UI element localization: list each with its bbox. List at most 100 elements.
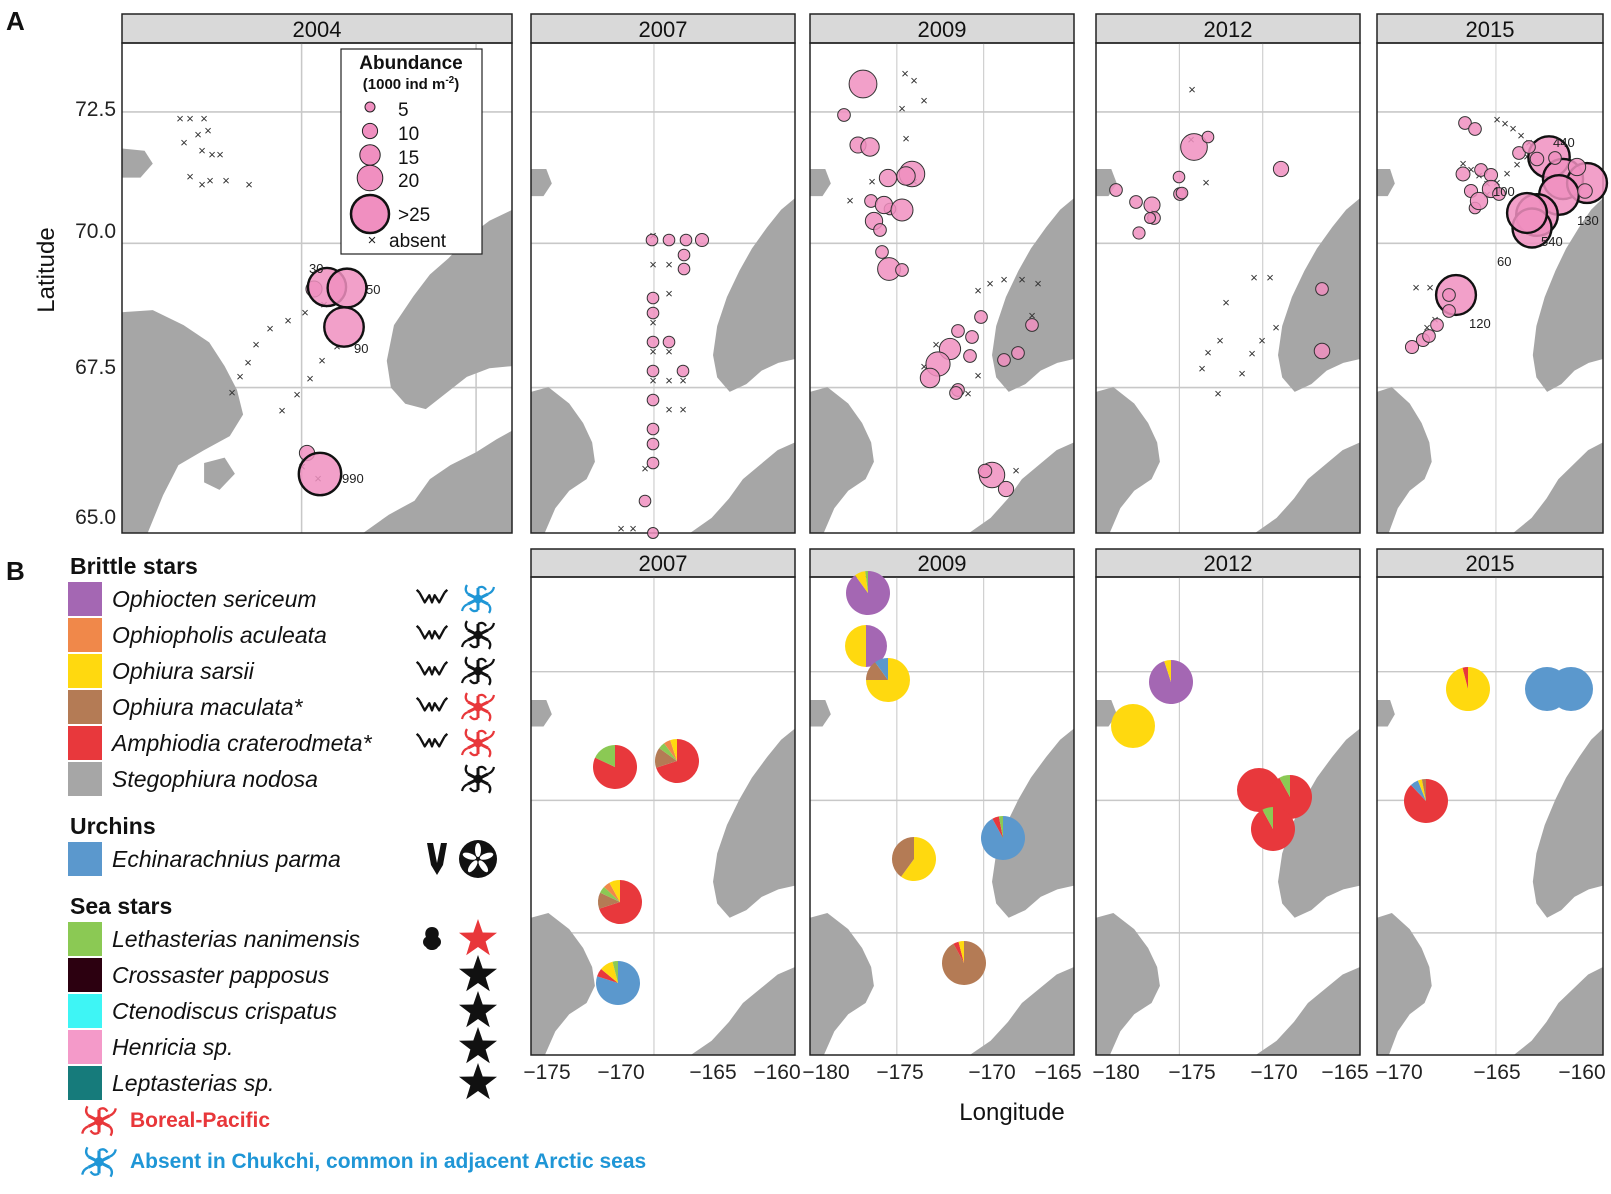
facet-a-2007: 2007 ××××××××××××××× bbox=[530, 13, 796, 539]
legend-species-name: Leptasterias sp. bbox=[112, 1070, 274, 1096]
abundance-bubble bbox=[1567, 157, 1587, 177]
svg-text:×: × bbox=[301, 305, 309, 320]
legend-species-name: Lethasterias nanimensis bbox=[112, 926, 361, 952]
lon-tick: −160 bbox=[1558, 1061, 1605, 1084]
abundance-bubble bbox=[677, 248, 691, 262]
longitude-axis-label: Longitude bbox=[959, 1099, 1064, 1126]
pie-slice bbox=[1279, 775, 1290, 797]
abundance-bubble bbox=[895, 263, 909, 277]
latitude-ticks: 72.5 70.0 67.5 65.0 bbox=[75, 98, 116, 529]
svg-text:×: × bbox=[306, 371, 314, 386]
svg-text:×: × bbox=[1216, 333, 1224, 348]
abundance-bubble bbox=[1434, 273, 1478, 317]
lon-tick: −180 bbox=[802, 1061, 849, 1084]
legend-size-circle bbox=[361, 122, 379, 140]
legend-species-name: Stegophiura nodosa bbox=[112, 766, 318, 792]
legend-size-circles bbox=[349, 101, 391, 235]
abundance-bubble bbox=[1468, 122, 1482, 136]
facet-b-2015: 2015 bbox=[1376, 548, 1604, 1056]
svg-text:×: × bbox=[1204, 345, 1212, 360]
abundance-value-label: 130 bbox=[1577, 213, 1599, 228]
svg-text:×: × bbox=[964, 386, 972, 401]
abundance-bubble bbox=[1313, 342, 1331, 360]
svg-text:×: × bbox=[910, 73, 918, 88]
abundance-bubble bbox=[890, 198, 914, 222]
abundance-bubble bbox=[919, 367, 941, 389]
svg-text:×: × bbox=[244, 355, 252, 370]
abundance-bubble bbox=[873, 223, 887, 237]
legend-trait-icon bbox=[459, 1063, 497, 1100]
abundance-bubble bbox=[1109, 183, 1123, 197]
legend-size-circle bbox=[356, 164, 384, 192]
svg-text:×: × bbox=[1503, 166, 1511, 181]
svg-text:×: × bbox=[679, 402, 687, 417]
facet-a-2009: 2009 ×××××××× ××××××××××× bbox=[809, 13, 1075, 534]
svg-text:×: × bbox=[176, 111, 184, 126]
svg-text:×: × bbox=[236, 369, 244, 384]
legend-trait-icon bbox=[460, 763, 496, 795]
abundance-bubble bbox=[646, 364, 660, 378]
facet-a-2015: 2015 ××××× ××××× ××××× ××××× 440 100 130… bbox=[1376, 13, 1609, 534]
svg-text:×: × bbox=[186, 111, 194, 126]
legend-swatch bbox=[68, 690, 102, 724]
abundance-bubble bbox=[878, 168, 898, 188]
svg-text:×: × bbox=[1250, 270, 1258, 285]
abundance-value-label: 90 bbox=[354, 341, 368, 356]
svg-text:×: × bbox=[216, 147, 224, 162]
svg-text:×: × bbox=[641, 461, 649, 476]
longitude-ticks: −175 −170 −165 −160 −180 −175 −170 −165 … bbox=[523, 1061, 1605, 1084]
svg-text:×: × bbox=[206, 173, 214, 188]
abundance-bubble bbox=[997, 353, 1011, 367]
trait-note-text: Boreal-Pacific bbox=[130, 1109, 270, 1132]
pie-slice bbox=[875, 658, 888, 680]
abundance-bubble bbox=[646, 437, 660, 451]
legend-trait-icon bbox=[415, 691, 496, 723]
legend-swatch bbox=[68, 1030, 102, 1064]
lon-tick: −175 bbox=[523, 1061, 570, 1084]
absent-markers: ××××××××××××××× bbox=[617, 228, 687, 536]
svg-text:×: × bbox=[204, 123, 212, 138]
svg-text:×: × bbox=[222, 173, 230, 188]
abundance-value-label: 60 bbox=[1497, 254, 1511, 269]
legend-trait-icon bbox=[459, 955, 497, 992]
svg-text:×: × bbox=[617, 521, 625, 536]
svg-text:×: × bbox=[194, 127, 202, 142]
abundance-bubble bbox=[1442, 304, 1456, 318]
abundance-bubble bbox=[1458, 116, 1472, 130]
abundance-bubble bbox=[1201, 130, 1215, 144]
abundance-bubble bbox=[1483, 167, 1499, 183]
lon-tick: −175 bbox=[876, 1061, 923, 1084]
svg-text:×: × bbox=[293, 387, 301, 402]
abundance-bubbles bbox=[297, 266, 368, 497]
abundance-bubble bbox=[1272, 160, 1290, 178]
svg-text:×: × bbox=[665, 373, 673, 388]
svg-text:×: × bbox=[284, 313, 292, 328]
svg-text:×: × bbox=[198, 143, 206, 158]
legend-trait-icon bbox=[415, 727, 496, 759]
svg-text:×: × bbox=[932, 337, 940, 352]
svg-text:×: × bbox=[1238, 366, 1246, 381]
svg-text:×: × bbox=[1412, 280, 1420, 295]
legend-swatch bbox=[68, 654, 102, 688]
abundance-bubble bbox=[1144, 212, 1156, 224]
svg-text:×: × bbox=[902, 131, 910, 146]
lon-tick: −170 bbox=[1375, 1061, 1422, 1084]
pie-slice bbox=[892, 837, 914, 877]
facet-b-2009: 2009 bbox=[809, 548, 1075, 1056]
abundance-bubble bbox=[1529, 151, 1545, 167]
svg-text:×: × bbox=[649, 344, 657, 359]
lat-tick: 70.0 bbox=[75, 220, 116, 243]
legend-species-name: Ophiopholis aculeata bbox=[112, 622, 327, 648]
abundance-bubble bbox=[1442, 288, 1456, 302]
svg-text:×: × bbox=[986, 276, 994, 291]
svg-text:×: × bbox=[1248, 346, 1256, 361]
svg-text:×: × bbox=[198, 177, 206, 192]
composition-pie bbox=[981, 816, 1025, 860]
composition-pie bbox=[1251, 807, 1295, 851]
lon-tick: −170 bbox=[1250, 1061, 1297, 1084]
abundance-bubbles bbox=[1109, 130, 1331, 360]
abundance-bubbles bbox=[1404, 116, 1609, 355]
composition-pie bbox=[598, 880, 642, 924]
facet-year: 2004 bbox=[293, 17, 342, 42]
svg-text:×: × bbox=[1012, 463, 1020, 478]
